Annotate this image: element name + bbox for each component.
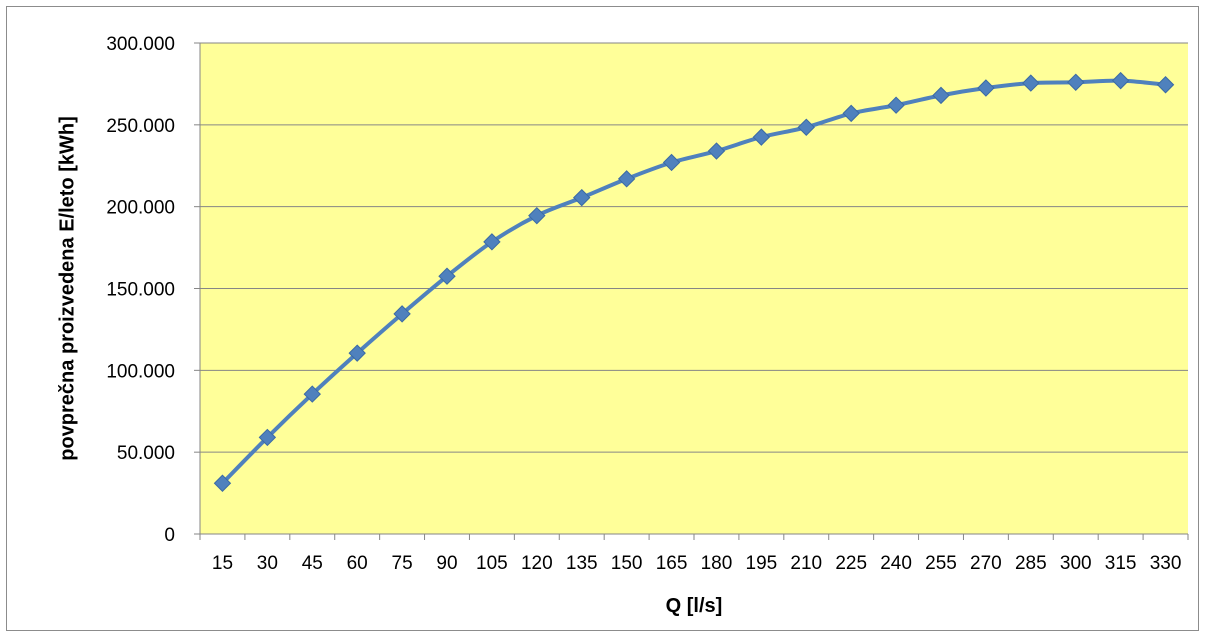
data-point-marker [797,118,815,136]
x-tick-label: 150 [611,553,643,574]
data-point-marker [303,385,321,403]
x-tick-label: 135 [566,553,598,574]
x-tick-label: 330 [1150,553,1182,574]
x-tick-label: 210 [790,553,822,574]
x-tick-label: 240 [880,553,912,574]
x-tick-label: 300 [1060,553,1092,574]
data-point-marker [752,128,771,146]
x-tick-label: 165 [656,553,688,574]
data-point-marker [438,267,456,285]
x-tick-label: 105 [476,553,508,574]
x-tick-label: 60 [347,553,368,574]
x-tick-label: 255 [925,553,957,574]
y-tick-label: 100.000 [106,361,175,382]
data-point-marker [932,86,950,105]
series-line-0 [220,78,1168,486]
x-tick-label: 75 [392,553,413,574]
x-tick-label: 285 [1015,553,1047,574]
x-tick-label: 90 [436,553,457,574]
x-tick-label: 120 [521,553,553,574]
data-point-marker [348,344,366,362]
data-point-marker [1156,76,1175,94]
data-point-marker [1022,74,1040,92]
x-tick-label: 270 [970,553,1002,574]
data-point-marker [662,153,681,172]
data-point-marker [707,142,726,160]
data-point-marker [393,305,411,323]
data-point-marker [213,474,232,492]
data-point-marker [617,170,636,188]
data-point-marker [258,428,277,447]
y-tick-label: 50.000 [117,443,175,464]
data-point-marker [842,104,860,123]
data-point-marker [573,188,591,207]
y-tick-label: 200.000 [106,198,175,219]
y-tick-label: 250.000 [106,116,175,137]
data-point-marker [483,233,501,251]
y-axis-title: povprečna proizvedena E/leto [kWh] [56,116,78,461]
x-tick-label: 180 [701,553,733,574]
data-point-marker [977,79,995,97]
x-tick-label: 30 [257,553,278,574]
x-tick-label: 225 [835,553,867,574]
x-tick-label: 315 [1105,553,1137,574]
data-point-marker [1067,73,1085,91]
x-axis-title: Q [l/s] [666,595,723,617]
data-point-marker [1111,71,1130,90]
data-point-marker [887,96,905,114]
y-tick-label: 300.000 [106,34,175,55]
data-point-marker [528,206,546,225]
x-tick-label: 45 [302,553,323,574]
y-tick-label: 150.000 [106,280,175,301]
x-tick-label: 15 [212,553,233,574]
y-tick-label: 0 [164,525,175,546]
x-tick-label: 195 [746,553,778,574]
